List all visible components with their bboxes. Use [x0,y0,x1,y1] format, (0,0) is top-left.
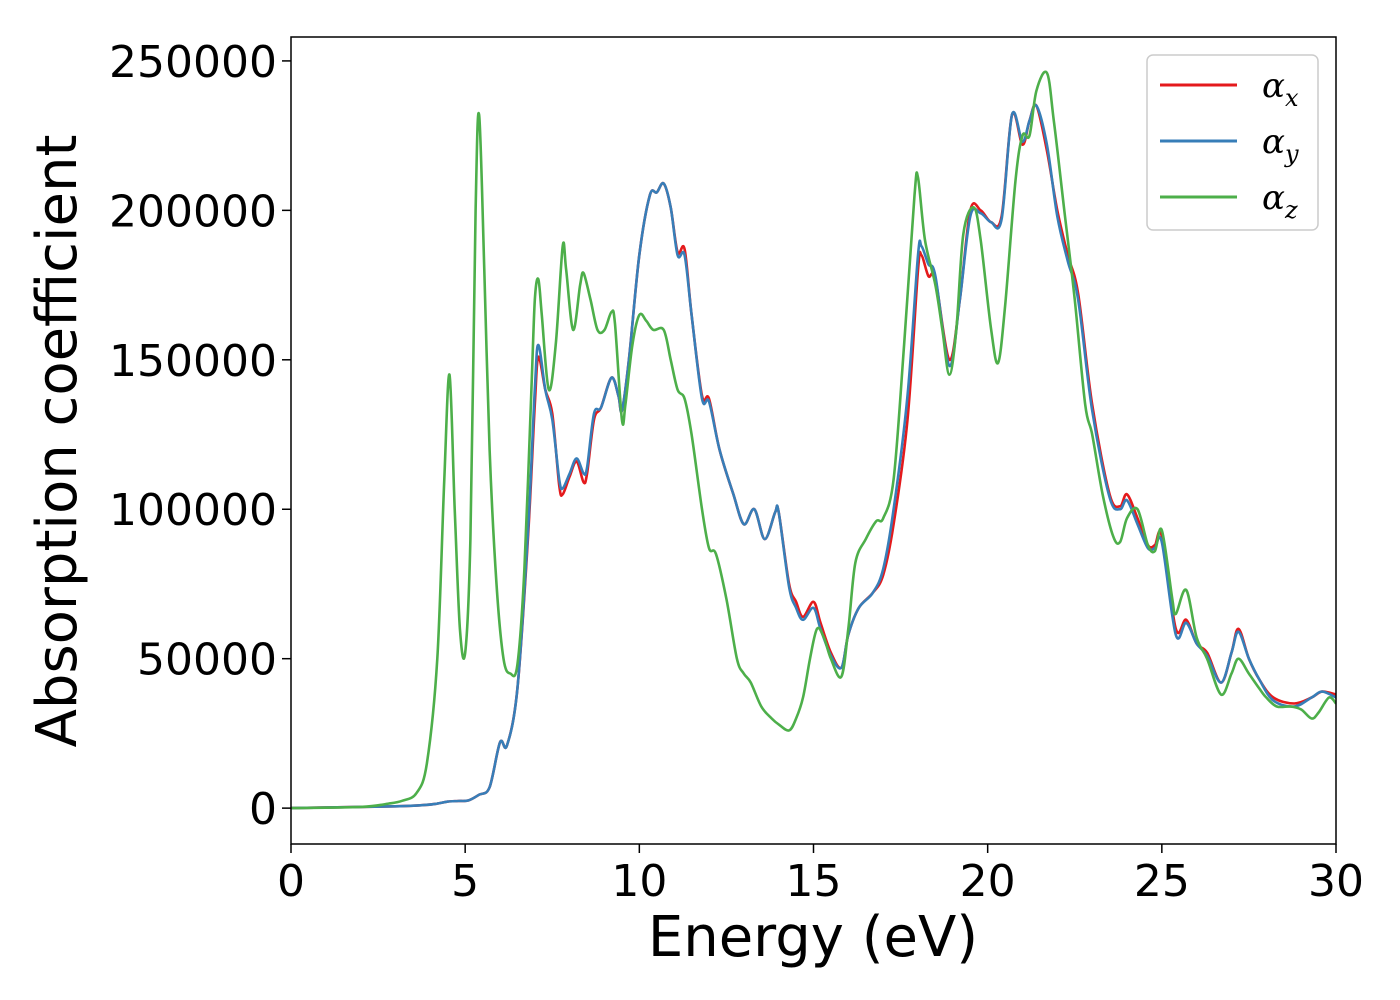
series-line-y [291,103,1336,810]
x-axis: 0 5 10 15 20 25 30 [277,844,1364,907]
x-tick-label: 15 [786,856,842,907]
legend-label-z: αz [1262,178,1298,224]
x-axis-label: Energy (eV) [648,905,978,970]
series-layer [291,70,1336,810]
y-axis: 0 50000 100000 150000 200000 250000 [109,37,291,835]
y-tick-label: 50000 [137,635,277,686]
series-line-z [291,70,1336,810]
y-tick-label: 200000 [109,186,277,237]
y-axis-label: Absorption coefficient [25,135,90,748]
x-tick-label: 5 [451,856,479,907]
x-tick-label: 20 [960,856,1016,907]
y-tick-label: 250000 [109,37,277,88]
x-tick-label: 10 [611,856,667,907]
y-tick-label: 0 [249,784,277,835]
legend: αx αy αz [1146,54,1319,231]
legend-label-y: αy [1262,122,1299,168]
x-tick-label: 0 [277,856,305,907]
y-tick-label: 150000 [109,336,277,387]
x-tick-label: 25 [1134,856,1190,907]
x-tick-label: 30 [1308,856,1364,907]
legend-label-x: αx [1262,66,1299,112]
y-tick-label: 100000 [109,485,277,536]
